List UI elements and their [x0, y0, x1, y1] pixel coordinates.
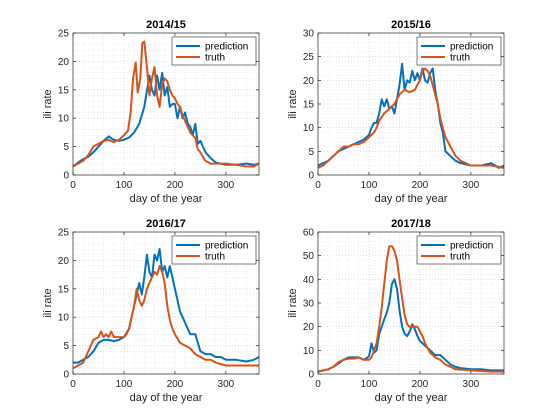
y-tick-label: 5 [63, 341, 69, 352]
y-tick-label: 50 [303, 251, 315, 262]
legend-label-prediction: prediction [450, 42, 493, 53]
x-tick-label: 300 [463, 379, 480, 390]
series-line-prediction [73, 248, 260, 364]
y-tick-label: 15 [58, 85, 70, 96]
y-tick-label: 5 [63, 142, 69, 153]
legend-label-truth: truth [205, 53, 225, 64]
series-line-truth [317, 245, 504, 373]
y-tick-label: 15 [303, 100, 315, 111]
y-tick-label: 60 [303, 228, 315, 239]
legend-box [171, 235, 257, 265]
legend-box [171, 36, 257, 66]
x-tick-label: 0 [315, 180, 321, 191]
x-tick-label: 0 [315, 379, 321, 390]
y-tick-label: 0 [63, 370, 69, 381]
y-axis-label: ili rate [287, 288, 299, 317]
y-axis-label: ili rate [42, 288, 54, 317]
chart-title: 2015/16 [391, 19, 431, 31]
y-tick-label: 5 [308, 147, 314, 158]
series-line-truth [317, 67, 505, 169]
y-tick-label: 40 [303, 275, 315, 286]
y-tick-label: 10 [58, 114, 70, 125]
axes-box [72, 32, 260, 176]
x-axis-label: day of the year [375, 193, 448, 205]
x-tick-label: 200 [167, 180, 184, 191]
x-tick-label: 200 [167, 379, 184, 390]
chart-title: 2017/18 [391, 218, 431, 230]
x-tick-label: 100 [361, 379, 378, 390]
y-tick-label: 10 [303, 123, 315, 134]
chart-title: 2016/17 [146, 218, 186, 230]
x-tick-label: 0 [70, 180, 76, 191]
series-line-prediction [72, 71, 260, 168]
y-tick-label: 20 [303, 76, 315, 87]
x-tick-label: 0 [70, 379, 76, 390]
y-tick-label: 20 [303, 322, 315, 333]
series-line-truth [72, 265, 259, 370]
y-tick-label: 10 [58, 313, 70, 324]
legend-box [416, 36, 502, 66]
legend-box [416, 235, 502, 265]
y-tick-label: 20 [58, 57, 70, 68]
x-tick-label: 300 [463, 180, 480, 191]
y-axis-label: ili rate [42, 89, 54, 118]
legend-label-truth: truth [450, 252, 470, 263]
legend-label-truth: truth [450, 53, 470, 64]
y-tick-label: 10 [303, 346, 315, 357]
y-axis-label: ili rate [287, 89, 299, 118]
y-tick-label: 0 [63, 171, 69, 182]
x-tick-label: 300 [218, 379, 235, 390]
y-tick-label: 30 [303, 29, 315, 40]
y-tick-label: 15 [58, 284, 70, 295]
subplot-2: 0 100 200 300 0 5 10 15 20 25 30 2015/16 day of the … [287, 19, 505, 205]
x-tick-label: 200 [412, 180, 429, 191]
y-tick-label: 25 [58, 29, 70, 40]
y-tick-label: 30 [303, 299, 315, 310]
legend-label-prediction: prediction [205, 42, 248, 53]
legend-label-prediction: prediction [205, 241, 248, 252]
chart-title: 2014/15 [146, 19, 186, 31]
y-tick-label: 0 [308, 370, 314, 381]
x-tick-label: 100 [361, 180, 378, 191]
x-tick-label: 200 [412, 379, 429, 390]
subplot-1: 0 100 200 300 0 5 10 15 20 25 2014/15 day of the ye… [42, 19, 260, 205]
legend-label-truth: truth [205, 252, 225, 263]
x-tick-label: 300 [218, 180, 235, 191]
axes-box [72, 231, 260, 375]
legend-label-prediction: prediction [450, 241, 493, 252]
series-line-truth [72, 40, 260, 168]
x-tick-label: 100 [116, 379, 133, 390]
subplot-4: 0 100 200 300 0 10 20 30 40 50 60 2017/18 day of the… [287, 218, 505, 404]
x-tick-label: 100 [116, 180, 133, 191]
subplot-3: 0 100 200 300 0 5 10 15 20 25 2016/17 day of the ye… [42, 218, 260, 404]
x-axis-label: day of the year [375, 392, 448, 404]
y-tick-label: 25 [303, 52, 315, 63]
x-axis-label: day of the year [130, 392, 203, 404]
y-tick-label: 25 [58, 228, 70, 239]
y-tick-label: 20 [58, 256, 70, 267]
x-axis-label: day of the year [130, 193, 203, 205]
y-tick-label: 0 [308, 171, 314, 182]
